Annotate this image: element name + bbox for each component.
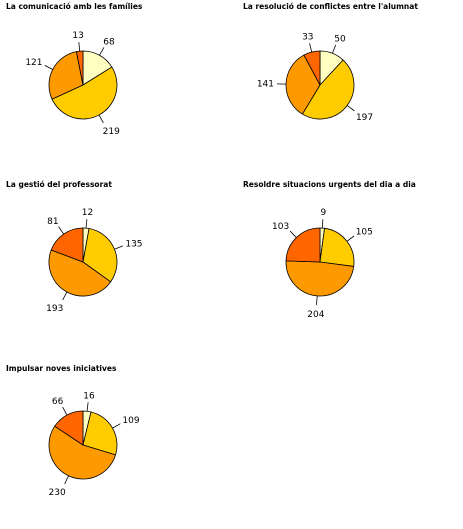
pie-5-label-3: 230 [49,488,66,498]
pie-5-label-1: 16 [83,391,95,401]
pie-5-slice-3 [48,425,117,480]
pie-1-slice-4 [75,50,84,86]
pie-1-leader-2 [98,114,104,124]
pie-3-label-3: 193 [46,304,63,314]
pie-1-label-4: 13 [72,31,83,41]
pie-4-leader-1 [321,219,324,229]
pie-5-label-4: 66 [52,397,64,407]
pie-5-label-2: 109 [122,416,139,426]
pie-3-slice-2 [82,228,118,283]
pie-2-leader-2 [346,105,355,112]
pie-1: 68 219 121 13 [25,31,120,137]
pie-4-label-1: 9 [320,208,326,218]
pie-3-label-2: 135 [125,239,142,249]
pie-chart-2: La resolució de conflictes entre l'alumn… [243,2,418,123]
pie-2-slice-2 [301,59,355,120]
pie-1-label-3: 121 [25,58,42,68]
pie-5-leader-4 [62,406,68,416]
pie-5-leader-3 [64,475,69,485]
pie-4-label-4: 103 [272,222,289,232]
pie-4-leader-4 [289,230,297,238]
chart-title-5: Impulsar noves iniciatives [6,364,117,373]
pie-1-label-2: 219 [103,127,120,137]
pie-5: 16 109 230 66 [49,391,140,498]
chart-title-4: Resoldre situacions urgents del dia a di… [243,180,416,189]
pie-3-label-4: 81 [47,217,58,227]
pie-2-label-2: 197 [356,113,373,123]
pie-2-label-1: 50 [334,34,346,44]
pie-1-leader-4 [78,42,81,52]
pie-2-label-3: 141 [257,80,274,90]
pie-1-slice-2 [51,66,118,120]
pie-2-leader-4 [309,43,313,53]
pie-4-slice-2 [319,227,355,267]
pie-5-leader-2 [112,423,121,429]
chart-title-1: La comunicació amb les famílies [6,2,143,11]
pie-chart-5: Impulsar noves iniciatives 16 109 230 66 [6,364,140,498]
chart-title-3: La gestió del professorat [6,180,112,189]
pie-2-label-4: 33 [302,33,313,43]
pie-4-slice-3 [285,260,355,297]
pie-5-slice-4 [54,410,84,446]
pie-2: 50 197 141 33 [257,33,373,124]
pie-5-leader-1 [86,402,89,412]
pie-1-leader-3 [44,65,53,70]
pie-chart-1: La comunicació amb les famílies 68 219 121… [6,2,143,137]
pie-chart-4: Resoldre situacions urgents del dia a di… [243,180,416,320]
pie-1-label-1: 68 [103,37,115,47]
pie-3-leader-4 [58,226,65,235]
pie-1-leader-1 [99,47,105,56]
pie-4-label-3: 204 [307,310,324,320]
pie-3-label-1: 12 [82,208,93,218]
pie-3-leader-1 [85,219,88,229]
pie-3-slice-3 [48,249,112,297]
pie-1-slice-3 [48,51,84,100]
pie-3: 12 135 193 81 [46,208,142,314]
chart-title-2: La resolució de conflictes entre l'alumn… [243,2,418,11]
pie-4-leader-2 [346,235,355,242]
pie-3-slice-4 [50,227,84,263]
pie-chart-3: La gestió del professorat 12 135 193 81 [6,180,143,314]
pie-4-slice-4 [285,227,321,263]
pie-3-leader-2 [114,245,124,250]
pie-4-leader-3 [316,295,318,305]
pie-4: 9 105 204 103 [272,208,373,320]
pie-2-leader-1 [332,44,337,54]
pie-3-leader-3 [62,291,68,301]
pie-4-label-2: 105 [356,228,373,238]
